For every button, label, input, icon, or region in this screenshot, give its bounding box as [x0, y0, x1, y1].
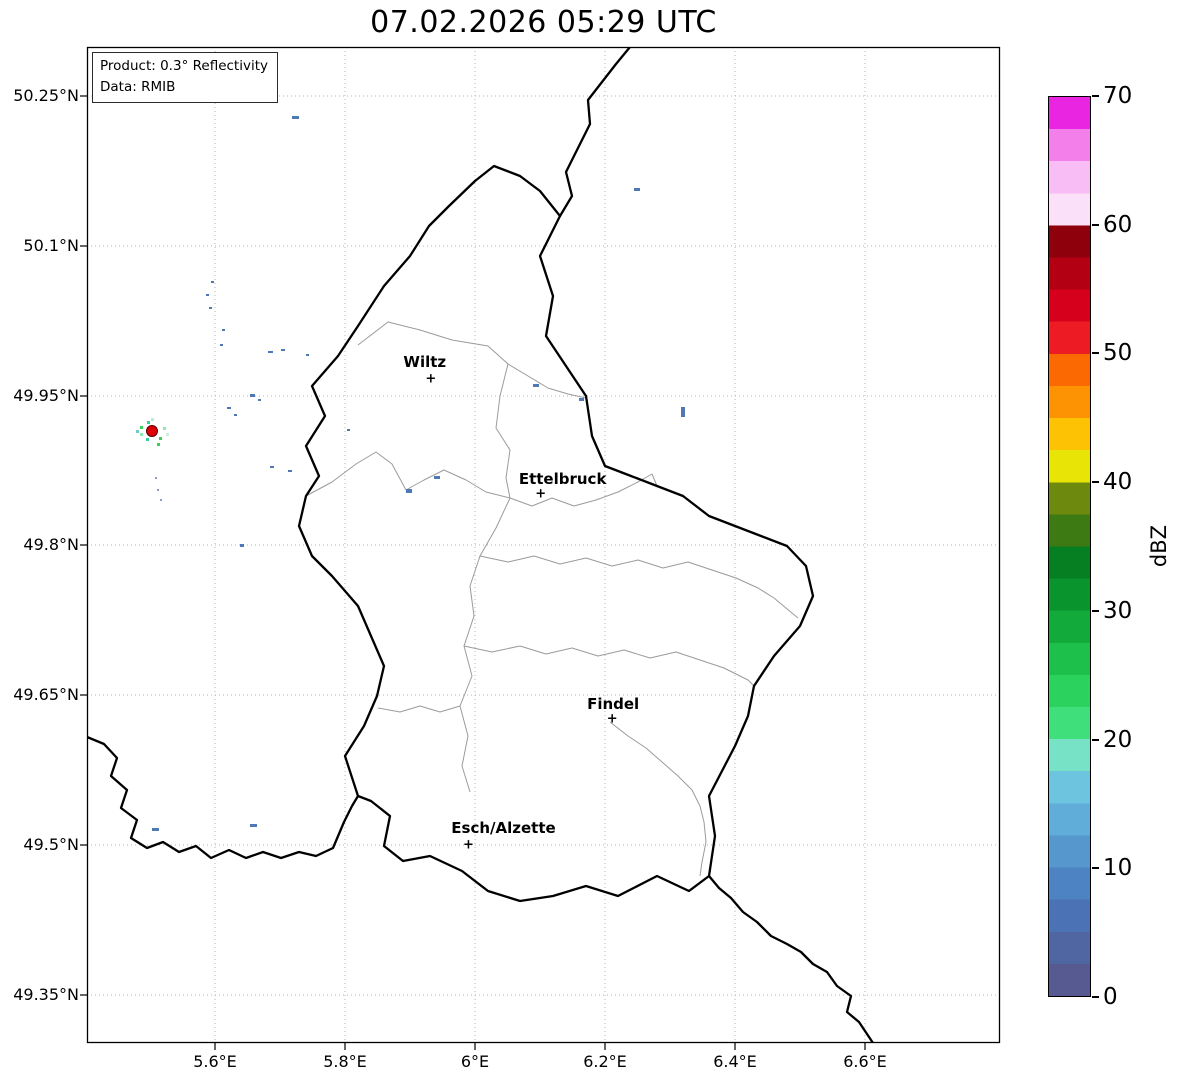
- clutter-speckle: [151, 418, 154, 421]
- colorbar-tick-mark: [1092, 738, 1099, 741]
- latitude-tick-label: 50.25°N: [13, 86, 79, 105]
- radar-echo-mark: [227, 407, 231, 409]
- axis-tick-marks: [80, 95, 866, 1050]
- radar-echo-mark: [288, 470, 292, 472]
- colorbar-tick-label: 40: [1103, 469, 1133, 496]
- clutter-speckle: [159, 437, 162, 440]
- colorbar-tick-mark: [1092, 481, 1099, 484]
- radar-echo-mark: [157, 489, 159, 491]
- city-marker: +: [606, 711, 618, 727]
- clutter-speckle: [147, 421, 150, 424]
- clutter-speckle: [146, 438, 149, 441]
- city-marker: +: [425, 371, 437, 387]
- radar-echo-mark: [268, 351, 273, 353]
- radar-echo-mark: [155, 477, 157, 479]
- belgium-france-border: [87, 735, 360, 860]
- france-germany-border: [707, 874, 875, 1043]
- radar-echo-mark: [222, 329, 225, 331]
- data-source-line: Data: RMIB: [100, 78, 176, 95]
- canton-borders: [305, 321, 799, 877]
- latitude-tick-label: 49.65°N: [13, 685, 79, 704]
- longitude-tick-label: 6.2°E: [583, 1052, 627, 1071]
- luxembourg-border: [297, 164, 815, 903]
- latitude-tick-label: 49.5°N: [23, 835, 79, 854]
- plot-frame: [86, 46, 1001, 1044]
- colorbar-tick-mark: [1092, 996, 1099, 998]
- colorbar-gradient: [1049, 97, 1090, 996]
- radar-echo-mark: [634, 188, 640, 191]
- longitude-tick-label: 5.8°E: [323, 1052, 367, 1071]
- colorbar-tick-label: 0: [1103, 984, 1118, 1010]
- colorbar-tick-label: 60: [1103, 211, 1133, 238]
- colorbar-tick-mark: [1092, 95, 1099, 97]
- radar-echo-mark: [258, 399, 261, 401]
- colorbar-tick-mark: [1092, 223, 1099, 226]
- city-label: Findel: [587, 695, 640, 713]
- clutter-speckle: [140, 433, 143, 436]
- radar-echo-mark: [250, 394, 255, 397]
- city-marker: +: [463, 837, 474, 853]
- radar-echo-mark: [292, 116, 299, 119]
- city-label: Esch/Alzette: [451, 819, 556, 837]
- radar-echo-mark: [234, 414, 237, 416]
- clutter-core-dot: [146, 425, 158, 437]
- radar-echo-mark: [240, 544, 244, 547]
- radar-echo-mark: [406, 489, 412, 493]
- colorbar: [1048, 96, 1091, 997]
- figure-title: 07.02.2026 05:29 UTC: [370, 5, 717, 40]
- radar-echo-mark: [211, 281, 214, 283]
- radar-echo-mark: [206, 294, 209, 296]
- radar-echo-mark: [434, 476, 440, 479]
- radar-echo-mark: [270, 466, 274, 468]
- radar-echo-mark: [160, 499, 162, 501]
- colorbar-tick-label: 20: [1103, 726, 1133, 753]
- latitude-tick-label: 49.95°N: [13, 386, 79, 405]
- radar-echo-mark: [209, 307, 212, 309]
- latitude-tick-label: 49.8°N: [23, 535, 79, 554]
- longitude-tick-label: 5.6°E: [193, 1052, 237, 1071]
- radar-echo-mark: [681, 407, 685, 417]
- radar-echo-mark: [347, 429, 350, 431]
- radar-echo-mark: [579, 398, 584, 401]
- latitude-tick-label: 49.35°N: [13, 985, 79, 1004]
- clutter-speckle: [166, 433, 169, 436]
- radar-echo-mark: [281, 349, 285, 351]
- colorbar-label: dBZ: [1147, 524, 1171, 568]
- city-label: Ettelbruck: [518, 470, 607, 488]
- clutter-speckle: [140, 426, 143, 429]
- product-line: Product: 0.3° Reflectivity: [100, 58, 268, 74]
- country-borders: [87, 47, 875, 1043]
- colorbar-tick-label: 70: [1103, 83, 1133, 109]
- radar-echo-mark: [152, 828, 159, 831]
- product-info-box: Product: 0.3° Reflectivity Data: RMIB: [92, 52, 278, 103]
- city-label: Wiltz: [403, 353, 447, 371]
- colorbar-tick-mark: [1092, 352, 1099, 355]
- clutter-speckle: [163, 427, 166, 430]
- radar-echo-mark: [306, 354, 309, 356]
- longitude-tick-label: 6.4°E: [713, 1052, 757, 1071]
- latitude-tick-label: 50.1°N: [23, 236, 79, 255]
- colorbar-tick-label: 50: [1103, 340, 1133, 367]
- colorbar-tick-mark: [1092, 609, 1099, 612]
- colorbar-tick-label: 30: [1103, 597, 1133, 624]
- radar-echo-mark: [220, 344, 223, 346]
- longitude-tick-label: 6°E: [460, 1052, 490, 1071]
- colorbar-tick-mark: [1092, 867, 1099, 870]
- radar-echo-mark: [250, 824, 257, 827]
- longitude-tick-label: 6.6°E: [843, 1052, 887, 1071]
- colorbar-tick-label: 10: [1103, 855, 1133, 882]
- city-marker: +: [535, 486, 547, 502]
- clutter-speckle: [157, 443, 160, 446]
- belgium-germany-border: [558, 47, 632, 218]
- clutter-speckle: [136, 430, 139, 433]
- radar-echo-mark: [533, 384, 539, 387]
